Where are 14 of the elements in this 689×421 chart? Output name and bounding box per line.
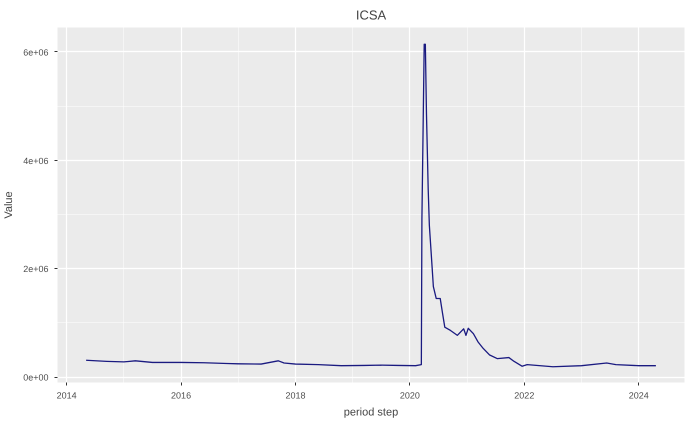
x-tick-label: 2020 (400, 390, 420, 400)
x-tick-label: 2022 (514, 390, 534, 400)
x-tick-label: 2018 (285, 390, 306, 400)
y-tick-label: 6e+06 (23, 47, 49, 58)
y-axis-title: Value (3, 191, 16, 219)
line-series (85, 44, 657, 368)
y-tick-label: 4e+06 (23, 156, 49, 166)
x-axis-title: period step (344, 406, 398, 418)
y-tick-label: 2e+06 (23, 264, 49, 274)
x-tick-label: 2014 (56, 390, 77, 400)
y-tick-label: 0e+00 (23, 372, 49, 383)
x-tick-label: 2024 (628, 390, 649, 400)
x-tick-label: 2016 (171, 390, 192, 400)
chart-title: ICSA (356, 8, 386, 22)
